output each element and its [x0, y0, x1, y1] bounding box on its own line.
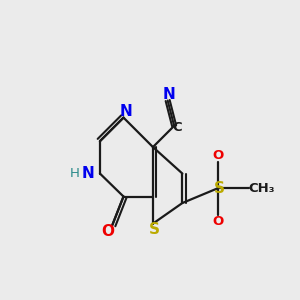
- Text: O: O: [101, 224, 114, 239]
- Text: O: O: [213, 215, 224, 228]
- Text: N: N: [81, 166, 94, 181]
- Text: C: C: [173, 121, 182, 134]
- Text: H: H: [70, 167, 80, 180]
- Text: N: N: [163, 87, 175, 102]
- Text: O: O: [213, 149, 224, 162]
- Text: S: S: [214, 181, 225, 196]
- Text: N: N: [119, 103, 132, 118]
- Text: CH₃: CH₃: [249, 182, 275, 195]
- Text: S: S: [149, 222, 160, 237]
